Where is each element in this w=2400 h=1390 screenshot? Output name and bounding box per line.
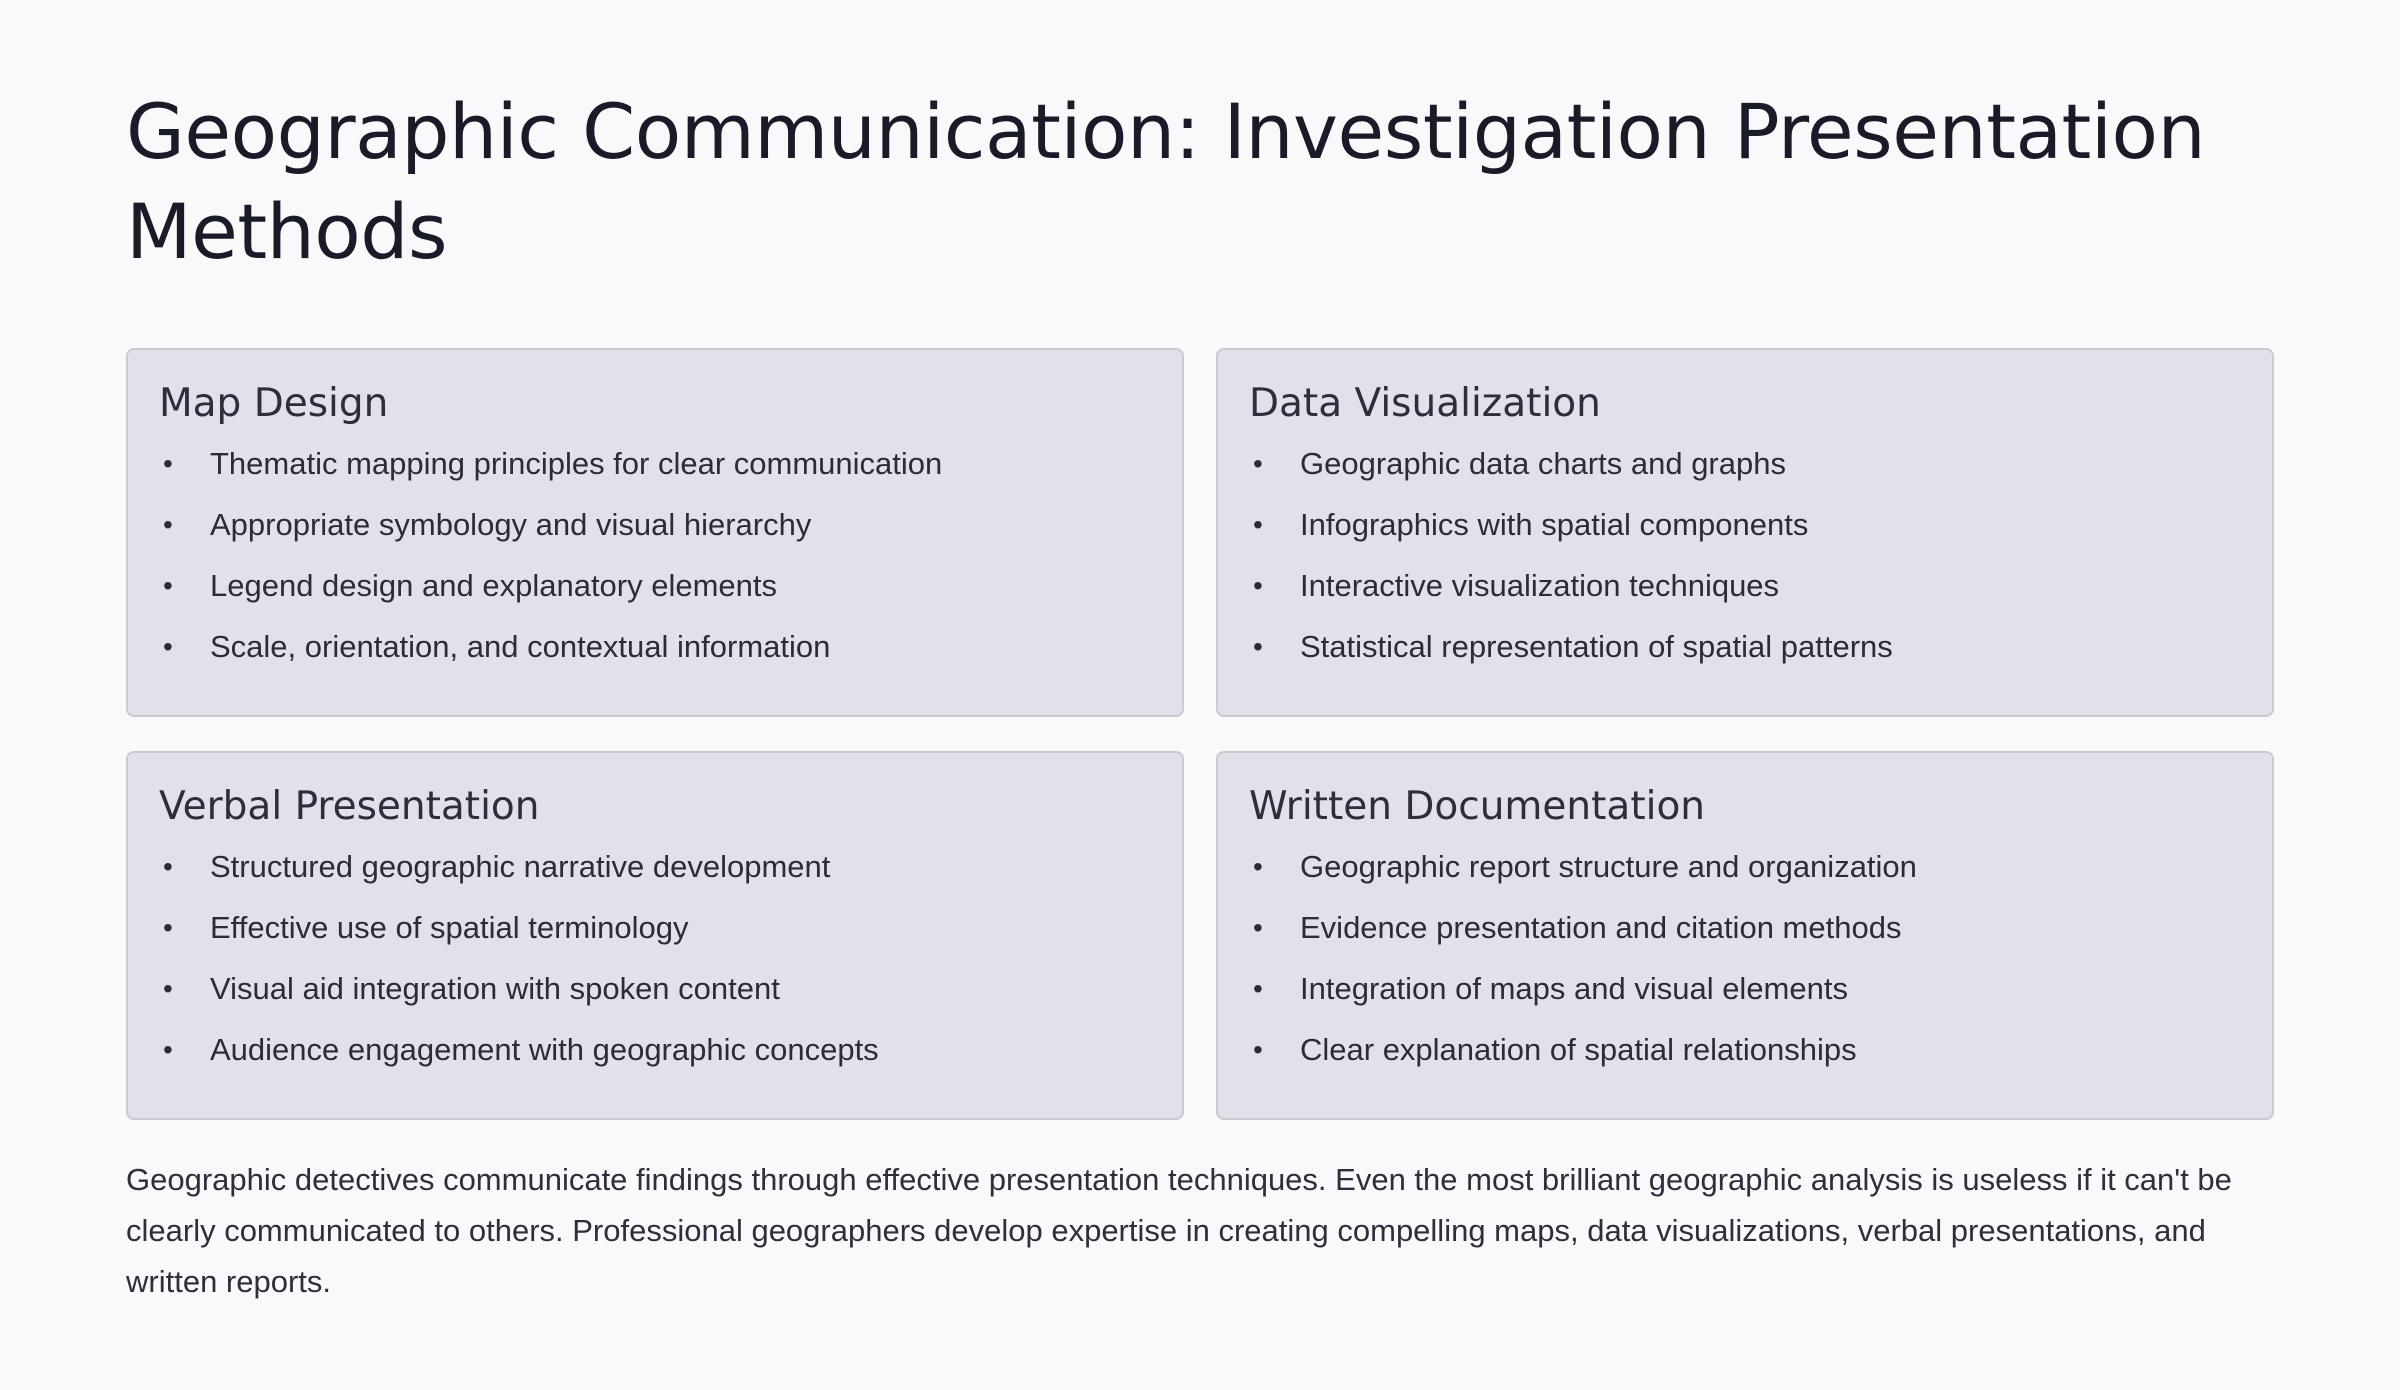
card-list: • Geographic report structure and organiz… — [1249, 847, 2242, 1070]
list-item-text: Integration of maps and visual elements — [1300, 971, 1848, 1006]
bullet-icon: • — [163, 973, 173, 1004]
bullet-icon: • — [1253, 851, 1263, 882]
bullet-icon: • — [1253, 1034, 1263, 1065]
card-map-design: Map Design • Thematic mapping principles … — [126, 348, 1184, 717]
list-item-text: Audience engagement with geographic conc… — [210, 1032, 879, 1067]
bullet-icon: • — [1253, 509, 1263, 540]
list-item-text: Structured geographic narrative developm… — [210, 849, 831, 884]
list-item: • Evidence presentation and citation meth… — [1249, 908, 2242, 948]
bullet-icon: • — [1253, 973, 1263, 1004]
page-title: Geographic Communication: Investigation … — [126, 87, 2206, 276]
card-verbal-presentation: Verbal Presentation • Structured geograph… — [126, 751, 1184, 1120]
bullet-icon: • — [163, 912, 173, 943]
bullet-icon: • — [163, 1034, 173, 1065]
list-item-text: Interactive visualization techniques — [1300, 568, 1780, 603]
card-title: Written Documentation — [1249, 784, 1706, 829]
list-item: • Integration of maps and visual elements — [1249, 969, 2242, 1009]
list-item: • Clear explanation of spatial relationsh… — [1249, 1030, 2242, 1070]
list-item-text: Statistical representation of spatial pa… — [1300, 629, 1893, 664]
bullet-icon: • — [1253, 448, 1263, 479]
list-item-text: Geographic data charts and graphs — [1300, 446, 1786, 481]
list-item: • Interactive visualization techniques — [1249, 566, 2242, 606]
card-data-visualization: Data Visualization • Geographic data char… — [1216, 348, 2274, 717]
bullet-icon: • — [163, 509, 173, 540]
list-item-text: Evidence presentation and citation metho… — [1300, 910, 1902, 945]
list-item: • Geographic data charts and graphs — [1249, 444, 2242, 484]
bullet-icon: • — [163, 851, 173, 882]
list-item: • Thematic mapping principles for clear c… — [159, 444, 1152, 484]
card-list: • Structured geographic narrative develop… — [159, 847, 1152, 1070]
bullet-icon: • — [163, 570, 173, 601]
card-list: • Thematic mapping principles for clear c… — [159, 444, 1152, 667]
bullet-icon: • — [1253, 631, 1263, 662]
summary-paragraph: Geographic detectives communicate findin… — [126, 1162, 2232, 1299]
list-item-text: Scale, orientation, and contextual infor… — [210, 629, 831, 664]
list-item: • Infographics with spatial components — [1249, 505, 2242, 545]
list-item: • Effective use of spatial terminology — [159, 908, 1152, 948]
list-item: • Structured geographic narrative develop… — [159, 847, 1152, 887]
list-item-text: Visual aid integration with spoken conte… — [210, 971, 780, 1006]
card-written-documentation: Written Documentation • Geographic report… — [1216, 751, 2274, 1120]
bullet-icon: • — [1253, 570, 1263, 601]
list-item-text: Clear explanation of spatial relationshi… — [1300, 1032, 1857, 1067]
bullet-icon: • — [163, 631, 173, 662]
card-title: Map Design — [159, 381, 389, 426]
list-item-text: Legend design and explanatory elements — [210, 568, 778, 603]
list-item-text: Appropriate symbology and visual hierarc… — [210, 507, 812, 542]
list-item-text: Geographic report structure and organiza… — [1300, 849, 1917, 884]
list-item: • Scale, orientation, and contextual info… — [159, 627, 1152, 667]
bullet-icon: • — [163, 448, 173, 479]
list-item: • Geographic report structure and organiz… — [1249, 847, 2242, 887]
list-item-text: Effective use of spatial terminology — [210, 910, 689, 945]
card-title: Data Visualization — [1249, 381, 1601, 426]
list-item: • Statistical representation of spatial p… — [1249, 627, 2242, 667]
list-item-text: Infographics with spatial components — [1300, 507, 1809, 542]
card-title: Verbal Presentation — [159, 784, 540, 829]
list-item-text: Thematic mapping principles for clear co… — [210, 446, 943, 481]
list-item: • Visual aid integration with spoken cont… — [159, 969, 1152, 1009]
method-card-grid: Map Design • Thematic mapping principles … — [126, 348, 2274, 1120]
list-item: • Appropriate symbology and visual hierar… — [159, 505, 1152, 545]
bullet-icon: • — [1253, 912, 1263, 943]
list-item: • Audience engagement with geographic con… — [159, 1030, 1152, 1070]
card-list: • Geographic data charts and graphs • Info… — [1249, 444, 2242, 667]
list-item: • Legend design and explanatory elements — [159, 566, 1152, 606]
